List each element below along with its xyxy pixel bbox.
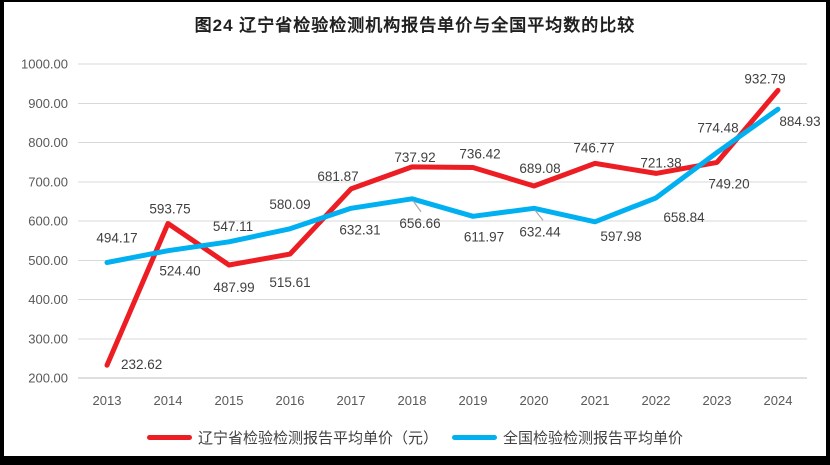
legend-item-liaoning: 辽宁省检验检测报告平均单价（元） [146, 427, 438, 448]
data-label: 737.92 [394, 150, 435, 165]
data-label: 721.38 [640, 155, 681, 170]
y-axis-tick-label: 200.00 [28, 371, 68, 386]
x-axis-tick-label: 2013 [93, 393, 122, 408]
x-axis-tick-label: 2017 [337, 393, 366, 408]
data-label: 632.31 [339, 222, 380, 237]
y-axis-tick-label: 300.00 [28, 331, 68, 346]
y-axis-tick-label: 500.00 [28, 253, 68, 268]
series-line-liaoning [104, 87, 781, 368]
x-axis-tick-label: 2014 [154, 393, 183, 408]
x-axis-tick-label: 2018 [398, 393, 427, 408]
x-axis-tick-label: 2015 [215, 393, 244, 408]
y-axis-tick-label: 700.00 [28, 174, 68, 189]
x-axis-tick-label: 2022 [642, 393, 671, 408]
data-label: 774.48 [697, 121, 738, 136]
legend-swatch-liaoning [146, 434, 192, 440]
data-label: 597.98 [600, 229, 641, 244]
data-label: 746.77 [573, 140, 614, 155]
data-label: 547.11 [213, 219, 253, 234]
x-axis-tick-label: 2021 [581, 393, 610, 408]
legend-label-liaoning: 辽宁省检验检测报告平均单价（元） [197, 429, 438, 447]
data-label: 487.99 [213, 280, 254, 295]
x-axis-tick-label: 2019 [459, 393, 488, 408]
legend: 辽宁省检验检测报告平均单价（元） 全国检验检测报告平均单价 [4, 426, 826, 448]
x-axis-tick-label: 2023 [703, 393, 732, 408]
data-label: 736.42 [459, 146, 500, 161]
chart-title: 图24 辽宁省检验检测机构报告单价与全国平均数的比较 [194, 16, 636, 35]
plot-area: 200.00 300.00 400.00 500.00 600.00 700.00 800.… [21, 57, 821, 409]
x-axis-tick-label: 2024 [764, 393, 793, 408]
data-label: 611.97 [464, 229, 504, 244]
y-axis-tick-label: 900.00 [28, 96, 68, 111]
data-label: 494.17 [96, 231, 137, 246]
x-axis-tick-label: 2016 [276, 393, 305, 408]
y-axis-tick-label: 800.00 [28, 135, 68, 150]
y-axis-tick-label: 600.00 [28, 214, 68, 229]
data-label: 749.20 [708, 176, 749, 191]
leader-line [412, 200, 422, 213]
x-axis-tick-label: 2020 [520, 393, 549, 408]
legend-label-national: 全国检验检测报告平均单价 [503, 429, 684, 447]
data-label: 593.75 [149, 201, 190, 216]
leader-line [534, 209, 544, 221]
data-label: 658.84 [663, 210, 705, 225]
data-label: 580.09 [269, 197, 310, 212]
data-label: 524.40 [159, 264, 200, 279]
data-label: 884.93 [779, 114, 820, 129]
series-line-national [104, 106, 781, 265]
legend-swatch-national [452, 434, 497, 440]
y-axis-tick-label: 400.00 [28, 292, 68, 307]
data-label: 656.66 [399, 216, 440, 231]
data-label: 232.62 [121, 357, 162, 372]
data-label: 932.79 [744, 71, 785, 86]
y-axis-tick-label: 1000.00 [21, 57, 68, 72]
data-label: 689.08 [519, 161, 560, 176]
data-label: 515.61 [269, 275, 310, 290]
data-label: 632.44 [519, 224, 561, 239]
data-label: 681.87 [317, 169, 358, 184]
legend-item-national: 全国检验检测报告平均单价 [452, 427, 683, 448]
